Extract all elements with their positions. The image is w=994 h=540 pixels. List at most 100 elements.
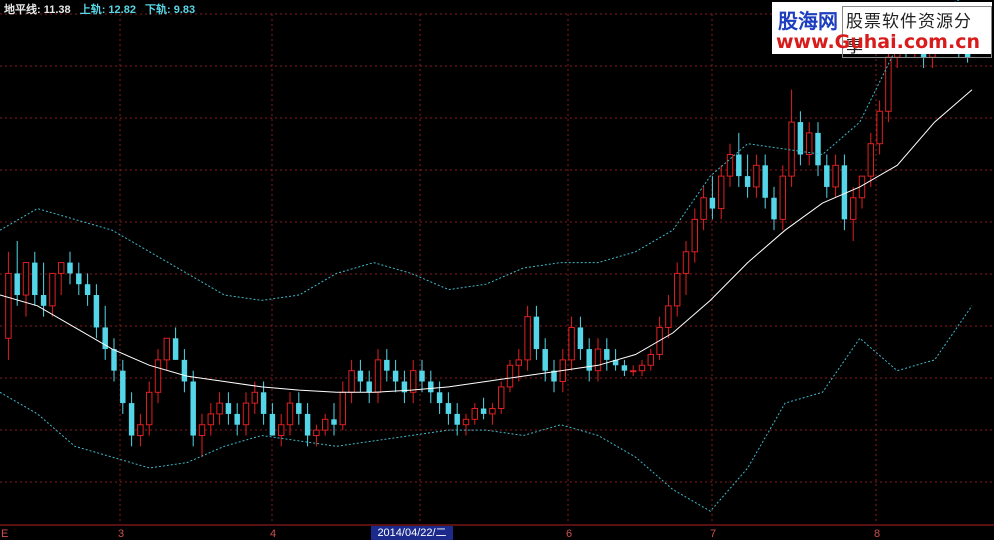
candle-up bbox=[5, 272, 12, 339]
candle-up bbox=[462, 418, 470, 426]
candle-down bbox=[181, 359, 188, 382]
candle-up bbox=[867, 143, 875, 177]
candle-up bbox=[22, 262, 30, 296]
watermark-url: www.Guhai.com.cn bbox=[776, 31, 980, 53]
candle-down bbox=[357, 370, 364, 382]
watermark-brand: 股海网 bbox=[778, 9, 838, 33]
candle-up bbox=[788, 121, 795, 177]
candle-up bbox=[471, 408, 479, 420]
x-axis-month-label: 8 bbox=[874, 528, 880, 540]
candle-up bbox=[673, 272, 681, 307]
candle-down bbox=[93, 295, 100, 328]
candle-down bbox=[542, 349, 548, 371]
candle-up bbox=[409, 370, 417, 393]
candle-down bbox=[225, 403, 232, 414]
candle-down bbox=[824, 165, 830, 187]
candle-up bbox=[753, 164, 760, 188]
candle-down bbox=[709, 197, 716, 209]
candle-down bbox=[621, 365, 628, 371]
candle-down bbox=[612, 359, 619, 366]
candle-up bbox=[682, 251, 690, 274]
candle-down bbox=[533, 316, 540, 350]
candle-up bbox=[207, 413, 215, 426]
candle-down bbox=[736, 154, 742, 177]
candle-down bbox=[172, 338, 179, 360]
site-watermark: 股海网 股票软件资源分享 www.Guhai.com.cn bbox=[772, 2, 992, 58]
lower-band-line bbox=[0, 305, 973, 512]
lower-band-value: 下轨: 9.83 bbox=[145, 4, 196, 16]
candle-down bbox=[551, 370, 557, 382]
ground-line-value: 地平线: 11.38 bbox=[4, 4, 71, 16]
candle-down bbox=[744, 176, 751, 187]
candle-up bbox=[691, 218, 699, 253]
candle-up bbox=[57, 262, 65, 274]
candle-down bbox=[304, 413, 311, 436]
candle-down bbox=[771, 197, 777, 220]
candle-down bbox=[604, 349, 610, 360]
candle-down bbox=[436, 392, 443, 404]
candle-up bbox=[154, 359, 162, 393]
candle-up bbox=[638, 364, 646, 372]
ground-line bbox=[0, 89, 973, 393]
candle-down bbox=[190, 381, 196, 436]
candle-up bbox=[348, 370, 355, 393]
candle-up bbox=[374, 359, 382, 393]
crosshair-date-label: 2014/04/22/二 bbox=[371, 526, 453, 540]
candle-down bbox=[392, 370, 399, 382]
candle-up bbox=[717, 175, 725, 210]
candle-up bbox=[286, 402, 294, 426]
candle-down bbox=[14, 273, 20, 296]
x-axis-month-label: 7 bbox=[710, 528, 716, 540]
candle-down bbox=[260, 392, 267, 414]
candle-down bbox=[366, 381, 372, 393]
candle-up bbox=[216, 402, 223, 415]
candle-down bbox=[102, 327, 108, 350]
candle-up bbox=[524, 316, 531, 361]
candle-down bbox=[419, 370, 425, 382]
candle-down bbox=[32, 262, 38, 296]
candle-up bbox=[198, 424, 206, 437]
x-axis-month-label: 3 bbox=[118, 528, 124, 540]
candle-up bbox=[49, 272, 56, 307]
candle-up bbox=[515, 359, 523, 366]
candle-down bbox=[120, 370, 126, 404]
candle-up bbox=[339, 391, 347, 426]
candle-down bbox=[577, 327, 584, 350]
candle-up bbox=[700, 197, 707, 220]
candle-up bbox=[145, 391, 153, 426]
candle-up bbox=[313, 429, 320, 437]
candle-up bbox=[885, 56, 892, 112]
candle-down bbox=[384, 359, 390, 371]
candle-up bbox=[805, 132, 813, 156]
candle-down bbox=[128, 403, 135, 436]
candle-up bbox=[779, 175, 787, 220]
candle-up bbox=[726, 154, 734, 177]
candle-up bbox=[251, 391, 259, 404]
upper-band-value: 上轨: 12.82 bbox=[79, 4, 136, 16]
x-axis-edge-label: E bbox=[1, 528, 8, 540]
indicator-legend: 地平线: 11.38 上轨: 12.82 下轨: 9.83 bbox=[4, 1, 201, 17]
candle-down bbox=[111, 349, 117, 371]
candle-down bbox=[76, 273, 82, 285]
candle-up bbox=[321, 418, 329, 431]
candle-down bbox=[234, 413, 240, 425]
candle-down bbox=[67, 262, 73, 274]
candle-up bbox=[629, 370, 637, 373]
candle-down bbox=[586, 349, 592, 371]
candle-down bbox=[40, 295, 47, 306]
candle-up bbox=[832, 164, 839, 188]
candle-up bbox=[137, 424, 144, 437]
candle-up bbox=[568, 326, 575, 361]
x-axis-month-label: 6 bbox=[566, 528, 572, 540]
candle-down bbox=[797, 122, 804, 155]
upper-band-line bbox=[0, 0, 960, 301]
candle-up bbox=[277, 424, 285, 437]
candle-up bbox=[849, 197, 857, 220]
candle-up bbox=[647, 353, 655, 366]
candle-down bbox=[331, 419, 337, 425]
candle-down bbox=[815, 132, 821, 166]
candle-down bbox=[269, 413, 276, 436]
candle-down bbox=[480, 408, 487, 414]
